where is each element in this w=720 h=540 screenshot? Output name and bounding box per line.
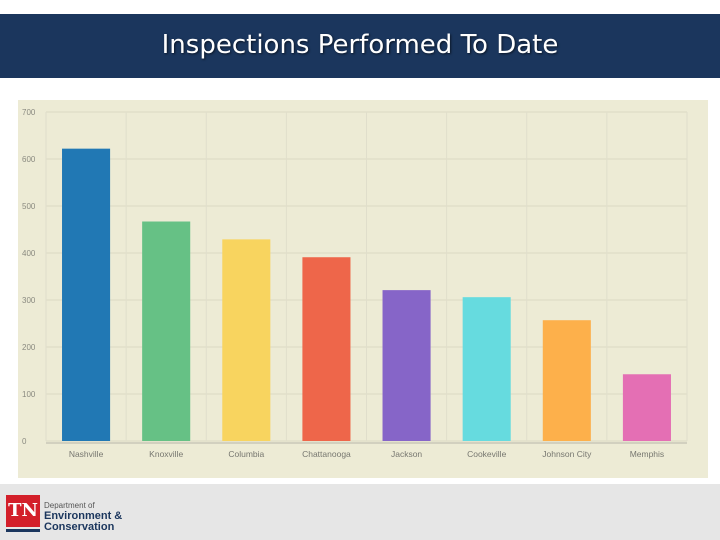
y-tick-label: 200 — [22, 343, 36, 352]
department-line-3: Conservation — [44, 521, 115, 533]
x-tick-label: Knoxville — [149, 449, 183, 459]
y-tick-label: 500 — [22, 202, 36, 211]
logo-underline — [6, 529, 40, 532]
y-tick-label: 400 — [22, 249, 36, 258]
footer-bar — [0, 484, 720, 540]
bar-johnson-city — [542, 320, 591, 441]
y-tick-label: 0 — [22, 437, 27, 446]
y-tick-label: 100 — [22, 390, 36, 399]
bar-chart: 0 100 200 300 400 500 600 700 Nashville Knoxville… — [22, 108, 688, 459]
x-tick-label: Cookeville — [467, 449, 506, 459]
x-tick-label: Memphis — [630, 449, 664, 459]
bar-knoxville — [142, 221, 191, 441]
tn-logo: TN — [6, 495, 40, 527]
department-line-2: Environment & — [44, 510, 123, 522]
department-name: Department of Environment & Conservation — [44, 500, 122, 533]
bar-nashville — [62, 148, 111, 441]
x-tick-label: Nashville — [69, 449, 104, 459]
x-tick-label: Johnson City — [542, 449, 592, 459]
y-tick-label: 300 — [22, 296, 36, 305]
department-line-1: Department of — [44, 501, 95, 510]
bar-chattanooga — [302, 257, 351, 441]
bar-columbia — [222, 239, 271, 441]
y-tick-label: 700 — [22, 108, 36, 117]
page-title: Inspections Performed To Date — [161, 30, 559, 60]
x-tick-label: Columbia — [228, 449, 264, 459]
title-banner: Inspections Performed To Date — [0, 14, 720, 78]
bar-jackson — [382, 290, 431, 441]
chart-panel: 0 100 200 300 400 500 600 700 Nashville Knoxville… — [18, 100, 708, 478]
bar-cookeville — [462, 297, 511, 441]
bar-memphis — [622, 374, 671, 441]
y-tick-label: 600 — [22, 155, 36, 164]
x-tick-label: Jackson — [391, 449, 422, 459]
x-tick-label: Chattanooga — [302, 449, 351, 459]
